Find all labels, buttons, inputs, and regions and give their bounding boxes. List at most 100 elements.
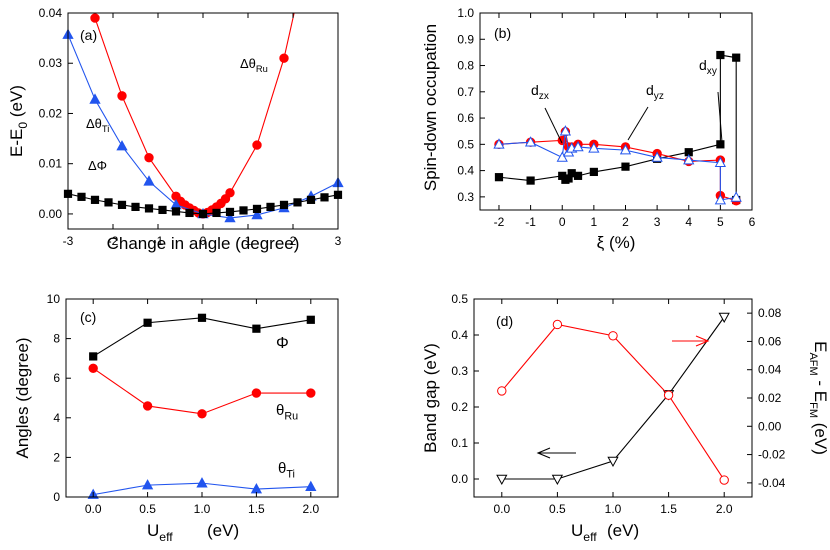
data-point <box>651 151 663 162</box>
y-tick-label-right-d: 0.04 <box>758 363 782 377</box>
panel-label-c: (c) <box>80 309 96 325</box>
data-point <box>607 456 619 468</box>
y-tick-label-d: 0.5 <box>451 292 468 306</box>
annotation-pointer-dxy <box>717 91 723 143</box>
arrow-left-head <box>536 447 551 459</box>
annotation-theta-ru-c: θRu <box>276 402 298 423</box>
series-a-ΔθRu <box>90 13 295 219</box>
data-point <box>197 313 207 322</box>
x-axis-label-d: Ueff <box>571 521 597 544</box>
annotation-pointer-dyz <box>627 106 649 141</box>
y-tick-label-b: 0.6 <box>457 111 474 125</box>
data-point <box>526 176 535 185</box>
y-tick-label-c: 0 <box>53 490 60 504</box>
data-point <box>306 315 315 324</box>
data-point <box>494 173 504 182</box>
x-tick-label-a: 1 <box>245 234 252 248</box>
data-point <box>714 156 727 168</box>
annotation-phi-c: Φ <box>276 335 289 352</box>
x-tick-label-a: 0 <box>200 234 207 248</box>
x-tick-label-b: 6 <box>749 215 756 229</box>
data-point <box>714 193 727 205</box>
y-tick-label-right-d: -0.04 <box>758 476 786 490</box>
panel-label-b: (b) <box>494 25 511 41</box>
data-point <box>225 207 235 217</box>
data-point <box>266 202 275 211</box>
data-point <box>621 162 630 171</box>
series-line <box>94 13 295 215</box>
data-point <box>619 144 632 155</box>
y-axis-label-c: Angles (degree) <box>13 338 32 459</box>
data-point <box>306 388 316 398</box>
y-tick-label-d: 0.2 <box>451 400 468 414</box>
x-axis-label-c: Ueff <box>147 521 173 544</box>
data-point <box>252 204 262 214</box>
data-point <box>144 152 154 163</box>
data-point <box>239 206 248 215</box>
y-tick-label-d: 0.4 <box>451 328 468 342</box>
y-tick-label-right-d: 0.00 <box>758 419 782 433</box>
data-point <box>293 198 302 207</box>
panel-label-d: (d) <box>496 313 513 329</box>
annotation-phi: ΔΦ <box>88 158 107 173</box>
x-tick-label-a: -2 <box>108 234 119 248</box>
data-point <box>732 53 741 62</box>
data-point <box>252 324 261 333</box>
data-point <box>320 193 329 202</box>
x-tick-label-b: 2 <box>622 215 629 229</box>
data-point <box>89 93 101 104</box>
data-point <box>719 475 729 485</box>
y-tick-label-a: 0.02 <box>39 106 63 120</box>
data-point <box>718 312 730 324</box>
data-point <box>559 125 572 136</box>
y-tick-label-b: 0.4 <box>457 164 474 178</box>
data-point <box>90 195 100 204</box>
data-point <box>88 363 98 373</box>
y-tick-label-c: 6 <box>53 371 60 385</box>
x-tick-label-b: -2 <box>494 215 505 229</box>
x-axis-label-b: ξ (%) <box>597 233 636 252</box>
data-point <box>556 151 568 162</box>
data-point <box>225 188 235 198</box>
series-b-dzx <box>493 125 742 205</box>
y-tick-label-c: 2 <box>53 450 60 464</box>
y-tick-label-d: 0.0 <box>451 472 468 486</box>
y-tick-label-d: 0.3 <box>451 364 468 378</box>
y-tick-label-b: 0.3 <box>457 190 474 204</box>
x-tick-label-c: 1.0 <box>194 502 211 516</box>
data-point <box>104 198 113 207</box>
plot-frame-b <box>479 12 753 211</box>
x-tick-label-b: -1 <box>525 215 536 229</box>
x-axis-unit-c: (eV) <box>207 521 239 540</box>
y-tick-label-a: 0.01 <box>39 157 63 171</box>
x-tick-label-b: 5 <box>717 215 724 229</box>
y-tick-label-b: 0.8 <box>457 59 474 73</box>
y-tick-label-right-d: 0.02 <box>758 391 782 405</box>
data-point <box>552 319 563 330</box>
x-tick-label-b: 3 <box>654 215 661 229</box>
y-tick-label-a: 0.00 <box>39 207 63 221</box>
series-d-E_AFM - E_FM <box>497 319 729 485</box>
y-tick-label-a: 0.03 <box>39 56 63 70</box>
series-line <box>501 323 725 481</box>
data-point <box>212 208 221 218</box>
x-tick-label-c: 0.5 <box>139 502 156 516</box>
y-tick-label-b: 0.7 <box>457 85 474 99</box>
x-tick-label-d: 0.0 <box>493 502 510 516</box>
x-tick-label-a: 3 <box>335 234 342 248</box>
x-tick-label-b: 1 <box>591 215 598 229</box>
x-tick-label-a: -3 <box>63 234 74 248</box>
x-tick-label-d: 1.5 <box>660 502 677 516</box>
data-point <box>251 388 262 398</box>
panel-b: -2 -1 0 1 2 3 4 5 6 0.3 0.4 0.5 0.6 0.7 0.8 0.9 1.0 (b) ξ … <box>421 6 756 252</box>
series-b-dxy <box>494 50 741 205</box>
annotation-dzx: dzx <box>531 82 549 102</box>
y-axis-label-left-d: Band gap (eV) <box>421 343 440 453</box>
data-point <box>224 211 236 223</box>
annotation-theta-ti: ΔθTi <box>86 116 109 134</box>
y-axis-label-right-d: EAFM - EFM (eV) <box>807 341 830 455</box>
series-c-θRu <box>88 363 316 419</box>
plot-frame-d <box>473 298 753 498</box>
x-tick-label-b: 0 <box>559 215 566 229</box>
x-axis-label-a: Change in angle (degree) <box>107 234 300 253</box>
